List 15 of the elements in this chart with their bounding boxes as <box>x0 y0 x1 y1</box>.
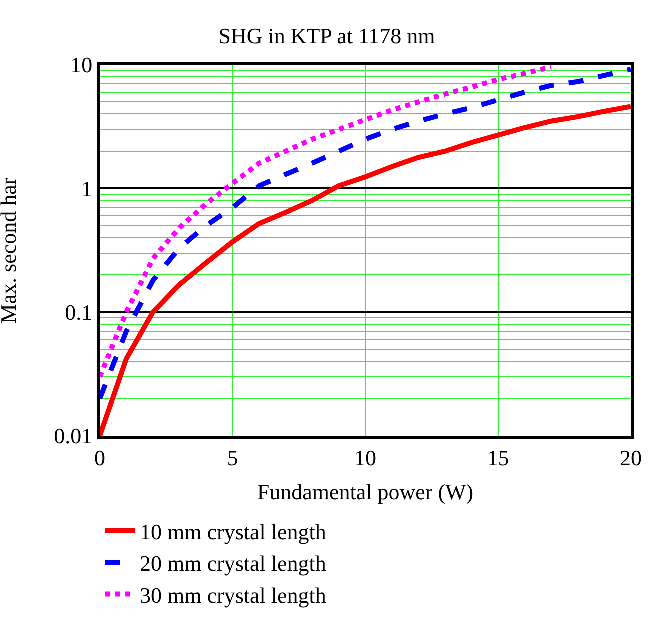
x-axis-title: Fundamental power (W) <box>257 479 474 504</box>
y-axis-title: Max. second har <box>0 177 21 324</box>
x-tick-label: 0 <box>94 445 106 470</box>
x-tick-label: 10 <box>354 445 376 470</box>
x-tick-label: 15 <box>487 445 510 470</box>
legend-label: 10 mm crystal length <box>140 520 326 545</box>
x-tick-label: 5 <box>227 445 238 470</box>
chart-title: SHG in KTP at 1178 nm <box>218 24 436 49</box>
y-tick-label: 0.01 <box>54 424 93 449</box>
y-tick-label: 10 <box>70 52 93 78</box>
y-tick-label: 1 <box>82 176 93 202</box>
legend-label: 20 mm crystal length <box>140 551 326 576</box>
x-tick-label: 20 <box>620 445 642 470</box>
y-tick-label: 0.1 <box>65 300 93 326</box>
legend-label: 30 mm crystal length <box>140 582 326 608</box>
